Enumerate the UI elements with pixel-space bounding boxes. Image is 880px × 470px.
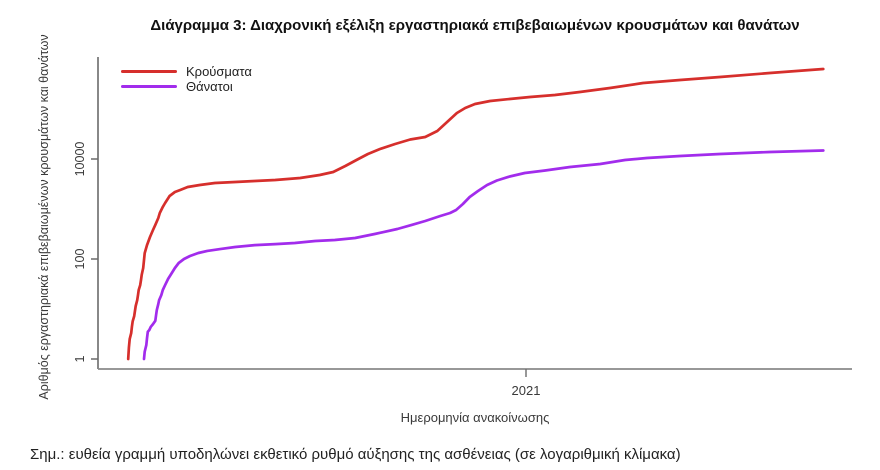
- y-tick-1: 1: [73, 355, 87, 363]
- y-axis-ticks: [91, 158, 98, 360]
- y-tick-100: 100: [73, 248, 87, 270]
- footnote: Σημ.: ευθεία γραμμή υποδηλώνει εκθετικό …: [30, 446, 681, 463]
- series-line-cases: [126, 67, 825, 361]
- x-tick-2021: 2021: [511, 383, 541, 398]
- y-tick-10000: 10000: [73, 141, 87, 177]
- series-line-deaths: [142, 149, 825, 361]
- chart-title: Διάγραμμα 3: Διαχρονική εξέλιξη εργαστηρ…: [150, 17, 800, 34]
- legend-row-cases: Κρούσματα: [121, 64, 252, 79]
- x-axis-title: Ημερομηνία ανακοίνωσης: [400, 410, 550, 425]
- legend-label-cases: Κρούσματα: [186, 64, 252, 79]
- y-axis-title: Αριθμός εργαστηριακά επιβεβαιωμένων κρου…: [37, 34, 51, 400]
- legend-row-deaths: Θάνατοι: [121, 79, 252, 94]
- legend: Κρούσματα Θάνατοι: [121, 64, 252, 94]
- legend-label-deaths: Θάνατοι: [186, 79, 233, 94]
- cases-line-swatch: [121, 70, 177, 73]
- deaths-line-swatch: [121, 85, 177, 88]
